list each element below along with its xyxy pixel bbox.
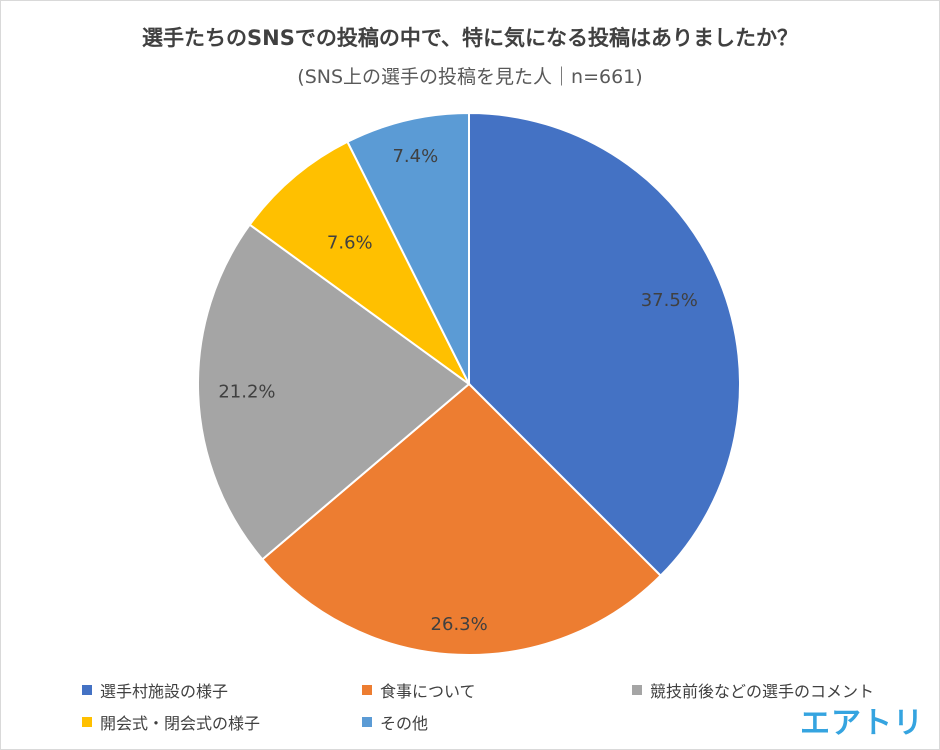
pie-slice-3 [248, 140, 470, 385]
legend-label-0: 選手村施設の様子 [100, 682, 229, 701]
legend-swatch-2 [632, 685, 642, 695]
legend-label-1: 食事について [380, 682, 476, 701]
chart-title: 選手たちのSNSでの投稿の中で、特に気になる投稿はありましたか？ [142, 26, 798, 50]
legend-item-2: 競技前後などの選手のコメント [632, 678, 874, 702]
legend-item-0: 選手村施設の様子 [82, 678, 228, 702]
pie-slice-2 [197, 223, 471, 561]
data-label-3: 7.6% [327, 232, 373, 253]
data-label-0: 37.5% [641, 290, 698, 311]
pie-slice-0 [468, 111, 741, 578]
chart-subtitle: (SNS上の選手の投稿を見た人｜n=661) [297, 66, 643, 88]
legend-label-4: その他 [380, 714, 429, 733]
pie-slice-4 [346, 111, 470, 385]
data-label-2: 21.2% [218, 381, 275, 402]
data-label-1: 26.3% [431, 614, 488, 635]
legend-item-3: 開会式・閉会式の様子 [82, 710, 260, 734]
legend-label-3: 開会式・閉会式の様子 [100, 714, 261, 733]
legend-swatch-1 [362, 685, 372, 695]
legend-item-4: その他 [362, 710, 428, 734]
brand-logo: エアトリ [800, 706, 924, 741]
pie-slice-1 [260, 382, 663, 656]
data-label-4: 7.4% [392, 146, 438, 167]
legend-swatch-3 [82, 717, 92, 727]
legend-item-1: 食事について [362, 678, 476, 702]
legend-swatch-0 [82, 685, 92, 695]
legend-label-2: 競技前後などの選手のコメント [650, 682, 875, 701]
legend-swatch-4 [362, 717, 372, 727]
